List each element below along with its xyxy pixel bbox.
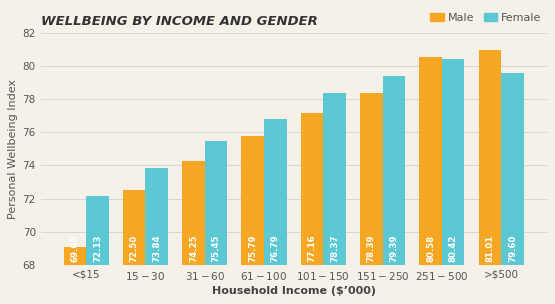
Text: 69.09: 69.09 [70,235,79,262]
Bar [205,141,227,265]
Legend: Male, Female: Male, Female [426,9,546,28]
Text: 79.39: 79.39 [389,235,398,262]
Text: 78.37: 78.37 [330,234,339,262]
Bar [382,76,405,265]
Text: 80.42: 80.42 [448,235,458,262]
Bar [182,161,205,265]
Bar [360,93,382,265]
Bar [241,136,264,265]
Text: WELLBEING BY INCOME AND GENDER: WELLBEING BY INCOME AND GENDER [41,15,317,28]
Text: 75.45: 75.45 [211,235,220,262]
Bar [301,113,323,265]
Text: 72.50: 72.50 [130,235,139,262]
Text: 81.01: 81.01 [486,235,495,262]
Text: 79.60: 79.60 [508,235,517,262]
Text: 75.79: 75.79 [248,235,257,262]
Bar [123,190,145,265]
Bar [501,73,524,265]
Text: 73.84: 73.84 [152,234,161,262]
Text: 78.39: 78.39 [367,235,376,262]
Bar [478,50,501,265]
Y-axis label: Personal Wellbeing Index: Personal Wellbeing Index [8,79,18,219]
Bar [264,119,286,265]
Bar [323,93,346,265]
Bar [442,59,465,265]
Bar [64,247,86,265]
Text: 80.58: 80.58 [426,235,435,262]
Text: 72.13: 72.13 [93,235,102,262]
Bar [86,196,109,265]
Bar [145,168,168,265]
Text: 77.16: 77.16 [307,234,316,262]
X-axis label: Household Income ($’000): Household Income ($’000) [211,286,376,296]
Text: 74.25: 74.25 [189,235,198,262]
Text: 76.79: 76.79 [271,234,280,262]
Bar [420,57,442,265]
